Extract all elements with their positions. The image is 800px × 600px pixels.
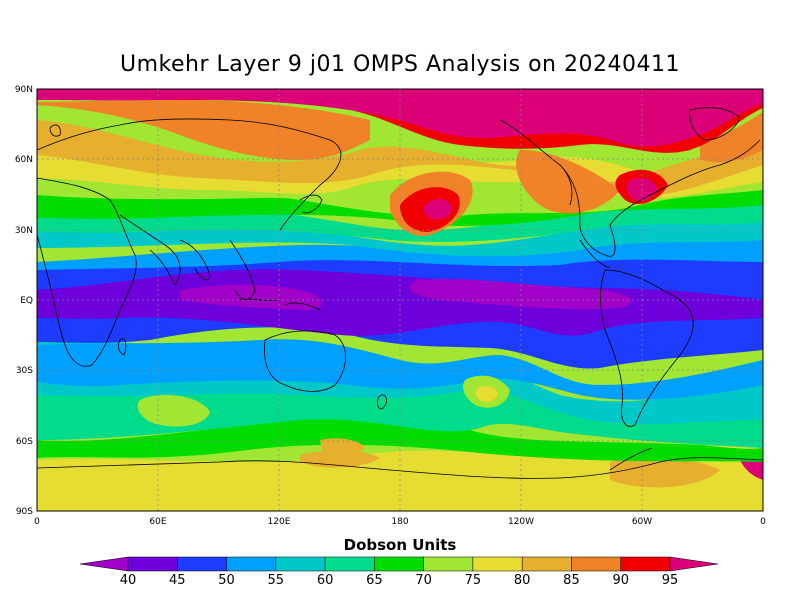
colorbar-box — [374, 556, 424, 572]
lat-axis: 90N 60N 30N EQ 30S 60S 90S — [15, 85, 33, 517]
colorbar-level-label: 75 — [465, 573, 482, 588]
map-title: Umkehr Layer 9 j01 OMPS Analysis on 2024… — [120, 52, 680, 77]
lat-label: 90S — [16, 507, 33, 517]
lat-label: EQ — [20, 296, 33, 306]
colorbar-level-label: 65 — [366, 573, 383, 588]
gridlines — [37, 89, 763, 511]
colorbar-box — [521, 556, 572, 572]
colorbar-level-label: 85 — [563, 573, 580, 588]
colorbar-level-label: 45 — [169, 573, 186, 588]
lon-label: 0 — [760, 517, 766, 527]
colorbar-labels: 40 45 50 55 60 65 70 75 80 85 90 95 — [120, 573, 679, 588]
lon-label: 60W — [632, 517, 652, 527]
colorbar-level-label: 50 — [218, 573, 235, 588]
colorbar-level-label: 40 — [120, 573, 137, 588]
map-frame — [36, 88, 764, 512]
colorbar-level-label: 95 — [662, 573, 679, 588]
colorbar-box — [324, 556, 375, 572]
lon-label: 0 — [34, 517, 40, 527]
colorbar-box — [620, 556, 671, 572]
colorbar — [79, 556, 719, 572]
colorbar-level-label: 80 — [514, 573, 531, 588]
colorbar-unit-label: Dobson Units — [343, 536, 457, 554]
colorbar-box — [423, 556, 474, 572]
colorbar-level-label: 90 — [612, 573, 629, 588]
colorbar-level-label: 70 — [415, 573, 432, 588]
lon-label: 180 — [391, 517, 408, 527]
lon-label: 120W — [508, 517, 534, 527]
colorbar-box — [472, 556, 523, 572]
colorbar-box — [571, 556, 621, 572]
colorbar-box — [177, 556, 227, 572]
colorbar-upper-arrow — [669, 556, 719, 572]
lon-label: 120E — [268, 517, 291, 527]
lat-label: 60S — [16, 437, 33, 447]
colorbar-box — [127, 556, 178, 572]
colorbar-box — [275, 556, 326, 572]
ozone-field — [37, 89, 763, 511]
lon-axis: 0 60E 120E 180 120W 60W 0 — [34, 517, 766, 527]
lat-label: 30N — [15, 226, 33, 236]
colorbar-level-label: 60 — [317, 573, 334, 588]
colorbar-lower-arrow — [79, 556, 129, 572]
lat-label: 90N — [15, 85, 33, 95]
lon-label: 60E — [149, 517, 166, 527]
lat-label: 30S — [16, 366, 33, 376]
coastlines — [37, 107, 763, 479]
lat-label: 60N — [15, 155, 33, 165]
colorbar-level-label: 55 — [268, 573, 285, 588]
colorbar-box — [226, 556, 277, 572]
